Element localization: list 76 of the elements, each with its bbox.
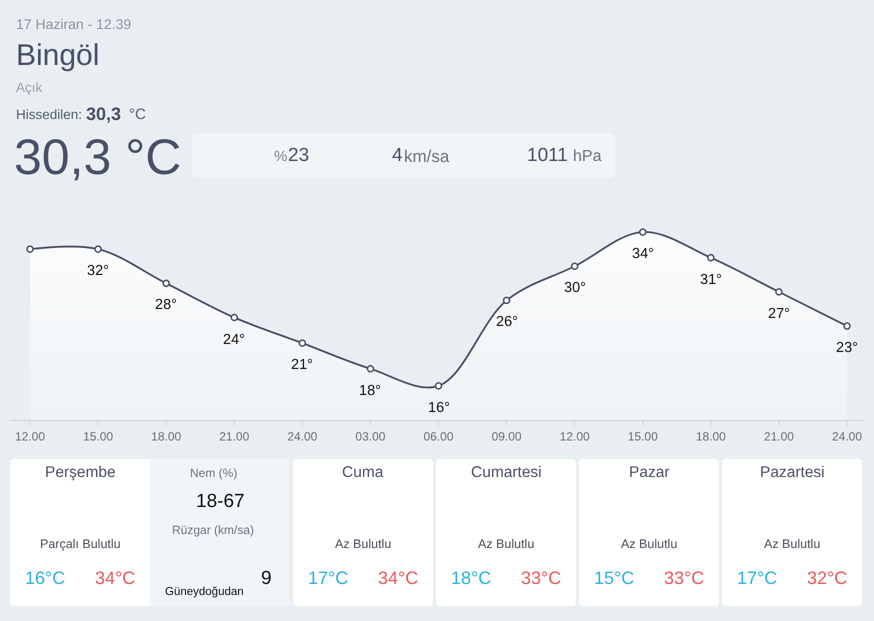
text: Güneydoğudan: [165, 586, 244, 598]
x-tick-label: 03.00: [355, 429, 386, 444]
text: 15°C: [594, 568, 634, 588]
text: 1011: [527, 145, 568, 166]
x-tick-label: 24.00: [832, 429, 862, 444]
text: Hissedilen:: [16, 107, 82, 122]
point: [775, 288, 783, 296]
data-label: 18°: [359, 383, 381, 399]
data-label: 21°: [291, 357, 313, 373]
text: Açık: [16, 80, 43, 95]
data-label: 28°: [155, 297, 177, 313]
text: Az Bulutlu: [478, 537, 534, 551]
annotation: Cuma: [342, 464, 384, 481]
text: 16°C: [25, 568, 66, 588]
text: Parçalı Bulutlu: [40, 537, 121, 551]
text: 30,3: [86, 104, 122, 124]
x-tick-label: 12.00: [14, 429, 46, 444]
data-label: 31°: [700, 272, 722, 288]
point: [94, 245, 102, 253]
data-label: 23°: [836, 340, 858, 356]
x-tick-label: 12.00: [560, 429, 590, 444]
data-label: 30°: [564, 280, 586, 296]
point: [162, 280, 170, 288]
text: 9: [261, 568, 272, 589]
text: Az Bulutlu: [621, 537, 678, 551]
x-tick-label: 18.00: [696, 429, 726, 444]
text: 30,3 °C: [14, 129, 182, 185]
annotation: Cumartesi: [471, 464, 542, 481]
text: 17°C: [308, 568, 348, 588]
annotation: Pazar: [629, 464, 670, 481]
point: [502, 296, 510, 304]
point: [639, 228, 646, 236]
x-tick-label: 24.00: [287, 429, 318, 444]
text: 33°C: [521, 568, 562, 588]
x-tick-label: 15.00: [628, 429, 658, 444]
x-tick-label: 21.00: [219, 429, 250, 444]
data-label: 16°: [428, 400, 450, 416]
annotation: Nem (%): [190, 466, 238, 480]
text: 17°C: [737, 568, 778, 588]
x-tick-label: 06.00: [423, 429, 454, 444]
text: 4: [392, 145, 403, 166]
data-label: 27°: [768, 306, 790, 322]
point: [26, 245, 34, 253]
x-tick-label: 09.00: [492, 429, 522, 444]
text: 32°C: [807, 568, 848, 588]
annotation: Pazartesi: [760, 464, 825, 481]
text: 34°C: [378, 568, 418, 588]
text: Az Bulutlu: [335, 537, 392, 551]
x-tick-label: 18.00: [151, 429, 182, 444]
point: [366, 365, 374, 373]
text: Az Bulutlu: [764, 537, 820, 551]
text: km/sa: [404, 147, 450, 166]
point: [707, 254, 715, 262]
text: hPa: [573, 148, 602, 165]
annotation: Perşembe: [45, 464, 116, 481]
text: 34°C: [95, 568, 136, 588]
text: 18°C: [451, 568, 492, 588]
text: 33°C: [664, 568, 704, 588]
data-label: 34°: [632, 246, 654, 262]
data-label: 26°: [496, 314, 518, 330]
point: [298, 339, 306, 347]
point: [230, 314, 238, 322]
point: [434, 382, 442, 390]
text: %: [274, 148, 288, 165]
text: 17 Haziran - 12.39: [16, 16, 132, 32]
text: °C: [129, 106, 146, 123]
annotation: 18-67: [196, 491, 245, 512]
text: 23: [288, 145, 310, 166]
x-tick-label: 21.00: [764, 429, 794, 444]
point: [570, 262, 578, 270]
x-tick-label: 15.00: [83, 429, 114, 444]
text: Rüzgar (km/sa): [172, 523, 254, 537]
data-label: 24°: [223, 332, 245, 348]
data-label: 32°: [87, 263, 109, 279]
point: [843, 322, 851, 330]
text: Bingöl: [16, 39, 100, 72]
